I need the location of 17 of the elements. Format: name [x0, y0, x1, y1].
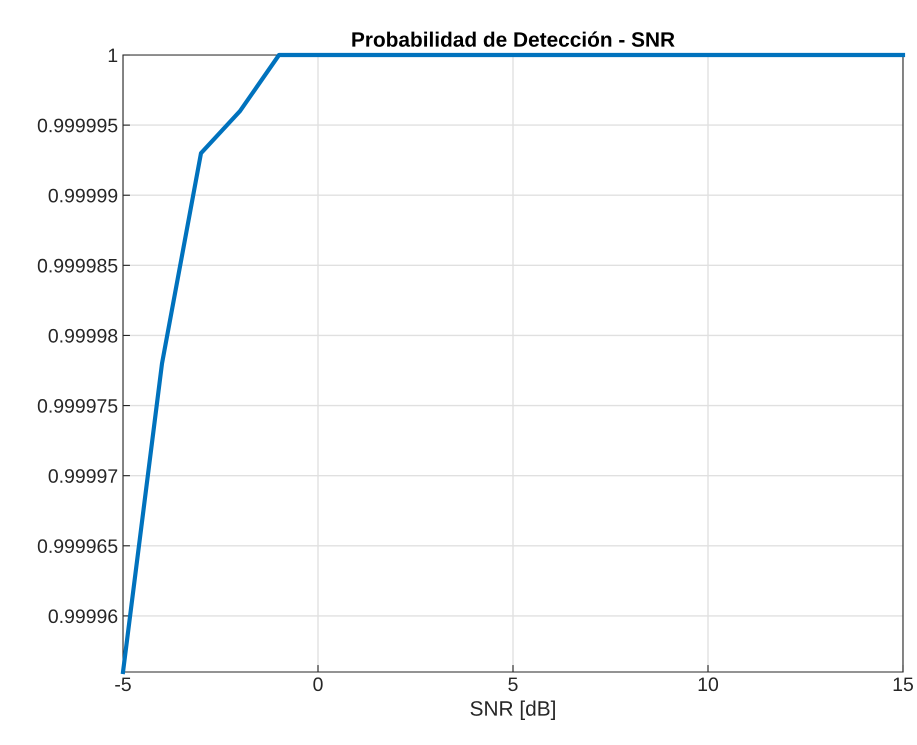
- y-tick-label: 0.999965: [38, 539, 118, 554]
- x-tick-label: 5: [508, 678, 518, 692]
- line-series: [120, 52, 906, 674]
- x-tick-label: 10: [698, 677, 718, 692]
- y-tick-label: 0.999975: [38, 399, 118, 413]
- y-tick-label: 0.99998: [48, 328, 118, 343]
- chart-title: Probabilidad de Detección - SNR: [352, 31, 675, 47]
- y-tick-label: 0.999985: [38, 258, 118, 273]
- y-tick-label: 0.99999: [48, 188, 118, 202]
- x-tick-label: 15: [894, 678, 913, 692]
- x-axis-title: SNR [dB]: [470, 700, 555, 720]
- y-tick-label: 0.99996: [48, 609, 118, 624]
- y-tick-label: 1: [108, 48, 118, 62]
- y-tick-label: 0.99997: [48, 469, 118, 483]
- x-tick-label: 0: [313, 677, 323, 692]
- y-tick-label: 0.999995: [38, 118, 118, 132]
- x-tick-label: -5: [115, 678, 131, 692]
